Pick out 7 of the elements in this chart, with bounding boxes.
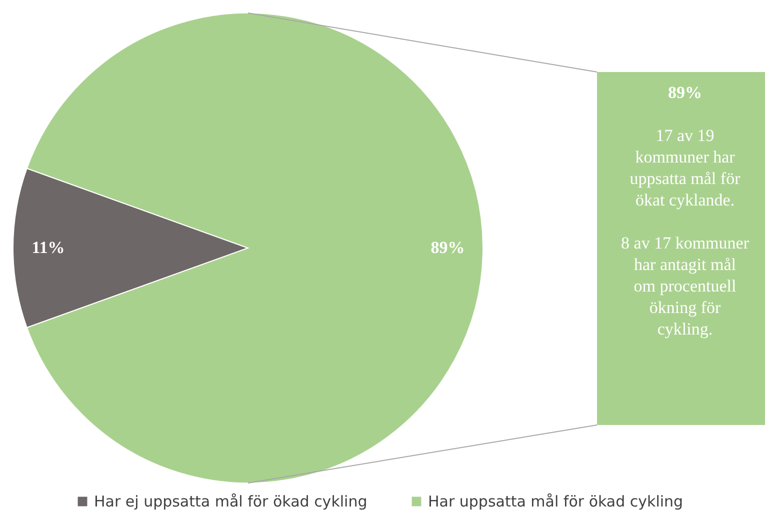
legend-label: Har ej uppsatta mål för ökad cykling [94, 492, 368, 511]
text: 89% [668, 83, 702, 102]
text: 8 av 17 kommuner har antagit mål om procentuell ökning för cykling. [621, 234, 750, 338]
data-label: 11% [32, 238, 65, 257]
text: 17 av 19 kommuner har uppsatta mål för ökat cyklande. [630, 126, 741, 210]
legend-label: Har uppsatta mål för ökad cykling [428, 492, 684, 511]
data-label: 89% [430, 238, 465, 257]
